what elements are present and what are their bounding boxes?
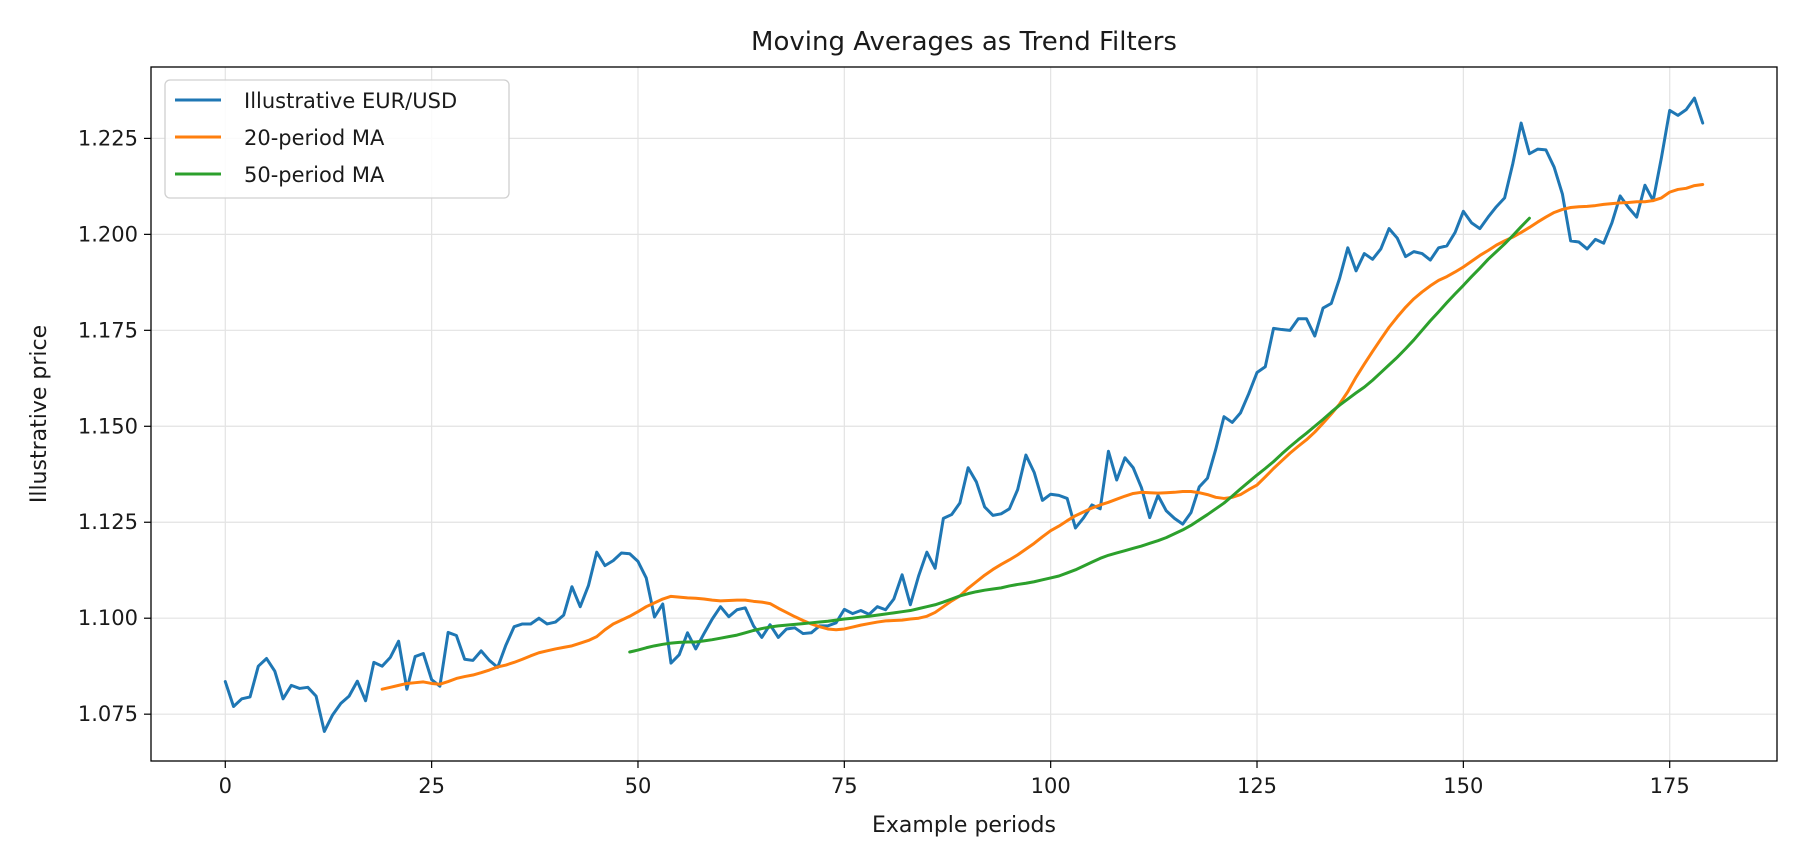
y-tick-label: 1.150 <box>78 414 138 438</box>
x-tick-label: 150 <box>1443 774 1483 798</box>
x-axis-label: Example periods <box>872 813 1056 838</box>
series-line-ma50 <box>628 216 1531 654</box>
x-tick-label: 100 <box>1031 774 1071 798</box>
y-tick-label: 1.075 <box>78 702 138 726</box>
x-tick-label: 25 <box>418 774 445 798</box>
y-tick-label: 1.175 <box>78 318 138 342</box>
x-tick-label: 50 <box>625 774 652 798</box>
y-tick-label: 1.225 <box>78 126 138 150</box>
x-tick-label: 75 <box>831 774 858 798</box>
series-line-ma20 <box>380 182 1705 691</box>
x-axis: 0 25 50 75 100 125 150 175 <box>219 761 1690 798</box>
x-tick-label: 0 <box>219 774 232 798</box>
y-tick-label: 1.125 <box>78 510 138 534</box>
legend-box <box>164 79 510 199</box>
series-layer <box>223 96 1705 733</box>
legend-label-eurusd: Illustrative EUR/USD <box>244 89 457 113</box>
x-tick-label: 175 <box>1650 774 1690 798</box>
grid <box>151 67 1777 761</box>
legend-label-ma20: 20-period MA <box>244 126 385 150</box>
series-line-eurusd <box>223 96 1705 733</box>
y-axis: 1.075 1.100 1.125 1.150 1.175 1.200 1.225 <box>78 126 151 726</box>
legend-label-ma50: 50-period MA <box>244 163 385 187</box>
y-axis-label: Illustrative price <box>27 325 52 503</box>
y-tick-label: 1.200 <box>78 222 138 246</box>
plot-frame <box>150 66 1778 762</box>
legend: Illustrative EUR/USD 20-period MA 50-per… <box>164 79 510 199</box>
x-tick-label: 125 <box>1237 774 1277 798</box>
chart-title: Moving Averages as Trend Filters <box>751 27 1177 57</box>
y-tick-label: 1.100 <box>78 606 138 630</box>
